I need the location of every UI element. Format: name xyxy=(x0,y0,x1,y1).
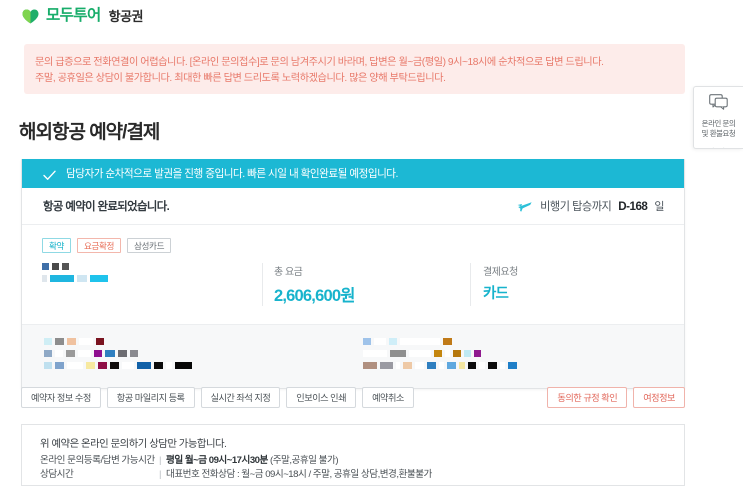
booking-card: 담당자가 순차적으로 발권을 진행 중입니다. 빠른 시일 내 확인완료될 예정… xyxy=(21,159,685,389)
boarding-countdown: 비행기 탑승까지 D-168 일 xyxy=(517,198,664,214)
agreed-terms-button[interactable]: 동의한 규정 확인 xyxy=(547,386,628,408)
payment-request-label: 결제요청 xyxy=(483,267,518,278)
countdown-value: D-168 xyxy=(618,199,648,213)
phone-hours-value: 대표번호 전화상담 : 월~금 09시~18시 / 주말, 공휴일 상담,변경,… xyxy=(166,468,432,480)
status-badge-confirmed: 확약 xyxy=(42,238,72,253)
redacted-itinerary-left-2 xyxy=(44,350,353,357)
payment-request-value: 카드 xyxy=(483,286,509,302)
online-inquiry-widget-line1: 온라인 문의 xyxy=(701,119,736,128)
total-fare-column: 총 요금 2,606,600원 xyxy=(262,263,470,306)
phone-hours-row: 상담시간 | 대표번호 전화상담 : 월~금 09시~18시 / 주말, 공휴일 상… xyxy=(40,468,432,480)
chat-bubble-icon xyxy=(694,94,743,115)
passenger-info-column xyxy=(22,263,262,306)
online-inquiry-hours-label: 온라인 문의등록/답변 가능시간 xyxy=(40,455,155,466)
status-badge-row: 확약 요금확정 삼성카드 xyxy=(22,225,684,253)
action-button-bar: 예약자 정보 수정 항공 마일리지 등록 실시간 좌석 지정 인보이스 인쇄 예… xyxy=(21,386,685,408)
site-header: 모두투어 항공권 xyxy=(0,0,743,32)
online-inquiry-widget[interactable]: 온라인 문의 및 환불요청 xyxy=(693,86,743,149)
booking-complete-header: 항공 예약이 완료되었습니다. 비행기 탑승까지 D-168 일 xyxy=(22,188,684,225)
itinerary-detail-panel xyxy=(22,324,684,388)
notice-line-1: 문의 급증으로 전화연결이 어렵습니다. [온라인 문의접수]로 문의 남겨주시… xyxy=(35,57,604,68)
payment-request-column: 결제요청 카드 xyxy=(470,263,684,306)
online-inquiry-hours-value: 평일 월~금 09시~17시30분 xyxy=(166,455,268,466)
ticketing-status-text: 담당자가 순차적으로 발권을 진행 중입니다. 빠른 시일 내 확인완료될 예정… xyxy=(66,168,399,180)
phone-hours-label: 상담시간 xyxy=(40,468,74,480)
edit-booker-info-button[interactable]: 예약자 정보 수정 xyxy=(21,386,101,408)
realtime-seat-select-button[interactable]: 실시간 좌석 지정 xyxy=(200,386,281,408)
redacted-passenger-line-1 xyxy=(42,263,262,270)
redacted-itinerary-left-3 xyxy=(44,362,353,369)
redacted-passenger-line-2 xyxy=(42,275,262,282)
booking-complete-title: 항공 예약이 완료되었습니다. xyxy=(43,201,170,213)
notice-banner: 문의 급증으로 전화연결이 어렵습니다. [온라인 문의접수]로 문의 남겨주시… xyxy=(24,44,685,94)
airplane-icon xyxy=(517,200,533,213)
notice-line-2: 주말, 공휴일은 상담이 불가합니다. 최대한 빠른 답변 드리도록 노력하겠습… xyxy=(35,73,446,84)
itinerary-info-button[interactable]: 여정정보 xyxy=(633,386,685,408)
redacted-itinerary-right-1 xyxy=(363,338,684,345)
brand-name[interactable]: 모두투어 xyxy=(46,7,101,25)
support-info-box: 위 예약은 온라인 문의하기 상담만 가능합니다. 온라인 문의등록/답변 가능… xyxy=(21,424,685,486)
ticketing-status-bar: 담당자가 순차적으로 발권을 진행 중입니다. 빠른 시일 내 확인완료될 예정… xyxy=(22,159,684,188)
total-fare-value: 2,606,600원 xyxy=(274,287,355,305)
booking-summary-row: 총 요금 2,606,600원 결제요청 카드 xyxy=(22,253,684,324)
online-inquiry-hours-row: 온라인 문의등록/답변 가능시간 | 평일 월~금 09시~17시30분 (주말,공… xyxy=(40,455,339,466)
page-title: 해외항공 예약/결제 xyxy=(19,122,160,143)
heart-leaf-logo-icon[interactable] xyxy=(22,9,39,24)
chevron-down-icon[interactable] xyxy=(694,141,743,148)
register-mileage-button[interactable]: 항공 마일리지 등록 xyxy=(106,386,195,408)
online-inquiry-widget-line2: 및 환불요청 xyxy=(701,128,736,138)
cancel-booking-button[interactable]: 예약취소 xyxy=(362,386,414,408)
redacted-itinerary-right-3 xyxy=(363,362,684,369)
status-badge-fare-fixed: 요금확정 xyxy=(77,238,122,253)
status-badge-payment-card: 삼성카드 xyxy=(127,238,172,253)
check-icon xyxy=(43,168,56,180)
print-invoice-button[interactable]: 인보이스 인쇄 xyxy=(286,386,357,408)
online-inquiry-hours-note: (주말,공휴일 불가) xyxy=(270,455,339,466)
redacted-itinerary-right-2 xyxy=(363,350,684,357)
redacted-itinerary-left-1 xyxy=(44,338,353,345)
total-fare-label: 총 요금 xyxy=(274,267,303,278)
itinerary-outbound-column xyxy=(22,338,353,374)
countdown-label: 비행기 탑승까지 xyxy=(540,201,612,213)
support-note: 위 예약은 온라인 문의하기 상담만 가능합니다. xyxy=(40,439,227,450)
brand-section-label[interactable]: 항공권 xyxy=(108,8,144,24)
countdown-unit: 일 xyxy=(654,201,664,213)
action-button-bar-right: 동의한 규정 확인 여정정보 xyxy=(541,386,685,408)
itinerary-inbound-column xyxy=(353,338,684,374)
